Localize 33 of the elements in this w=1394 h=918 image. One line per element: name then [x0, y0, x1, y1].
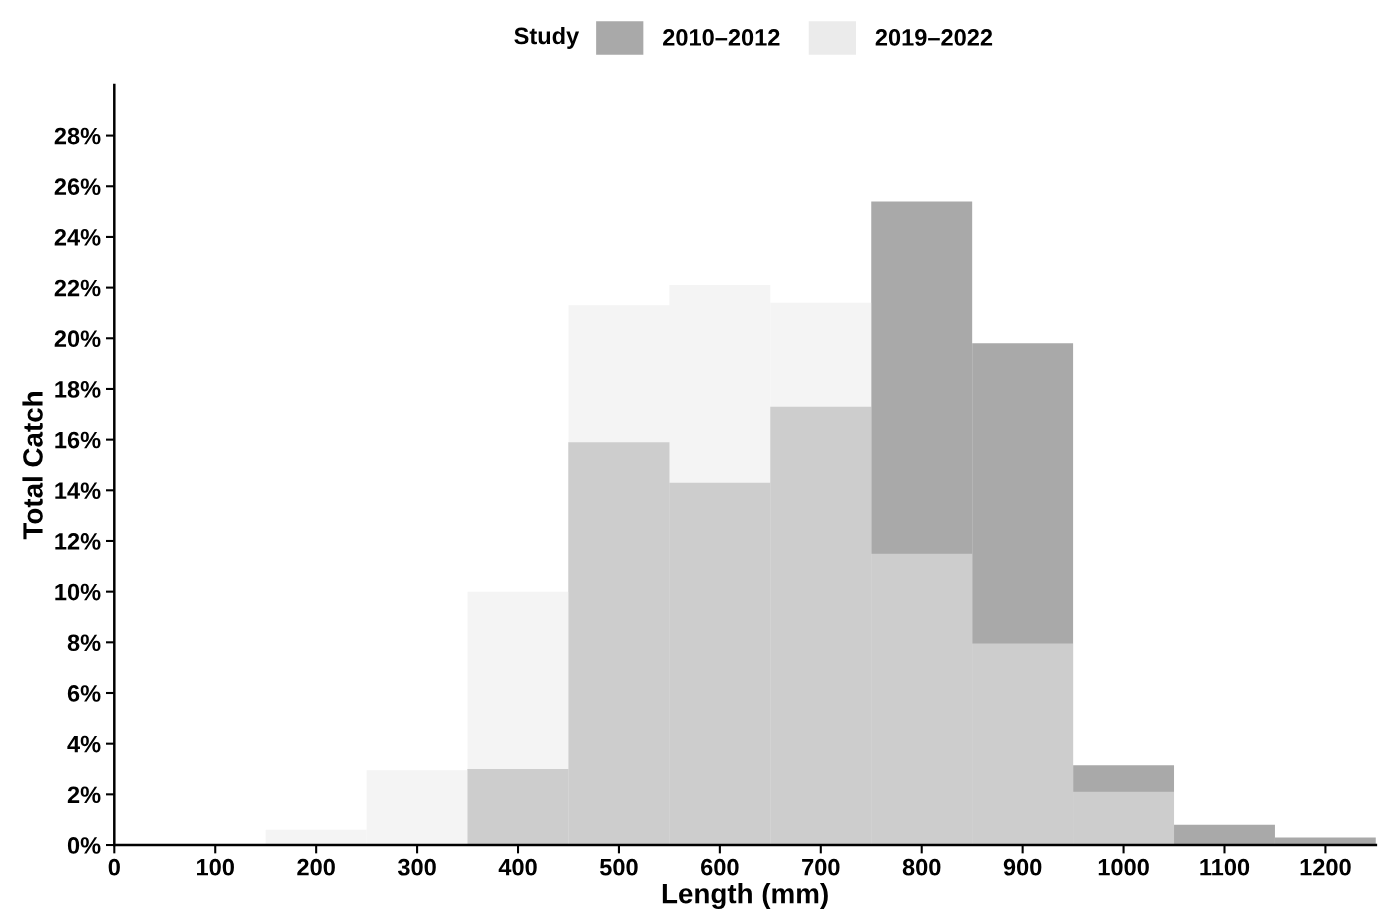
x-tick-label: 600 [701, 858, 739, 876]
y-tick-label: 18% [55, 381, 101, 398]
x-tick-label: 700 [802, 858, 840, 876]
x-tick-label: 500 [599, 858, 638, 876]
x-tick-label: 100 [197, 858, 234, 876]
y-tick-label: 14% [55, 482, 101, 500]
y-tick-label: 4% [67, 735, 101, 753]
y-tick-label: 0% [67, 837, 101, 854]
x-tick-label: 1100 [1200, 858, 1250, 876]
y-tick-label: 28% [54, 127, 101, 145]
x-tick-label: 400 [498, 858, 537, 876]
x-tick-label: 1000 [1098, 858, 1149, 876]
y-tick-label: 8% [67, 634, 101, 652]
y-tick-label: 12% [55, 533, 101, 550]
y-tick-label: 10% [55, 583, 101, 601]
y-tick-label: 16% [55, 431, 101, 449]
legend-title: Study [514, 26, 580, 49]
y-tick-label: 6% [67, 685, 101, 702]
x-tick-label: 300 [397, 858, 436, 876]
y-tick-label: 20% [54, 330, 101, 348]
x-axis-title: Length (mm) [662, 883, 828, 910]
x-tick-label: 1200 [1300, 858, 1351, 876]
legend-label: 2019–2022 [875, 29, 993, 46]
x-tick-label: 800 [902, 858, 941, 876]
legend-label: 2010–2012 [663, 29, 780, 46]
y-axis-title: Total Catch [22, 392, 43, 540]
x-tick-label: 0 [108, 858, 120, 876]
x-tick-label: 900 [1003, 858, 1042, 876]
y-tick-label: 26% [54, 178, 101, 196]
y-tick-label: 22% [54, 279, 101, 297]
y-tick-label: 24% [54, 229, 101, 246]
x-tick-label: 200 [297, 858, 335, 876]
y-tick-label: 2% [67, 786, 101, 804]
